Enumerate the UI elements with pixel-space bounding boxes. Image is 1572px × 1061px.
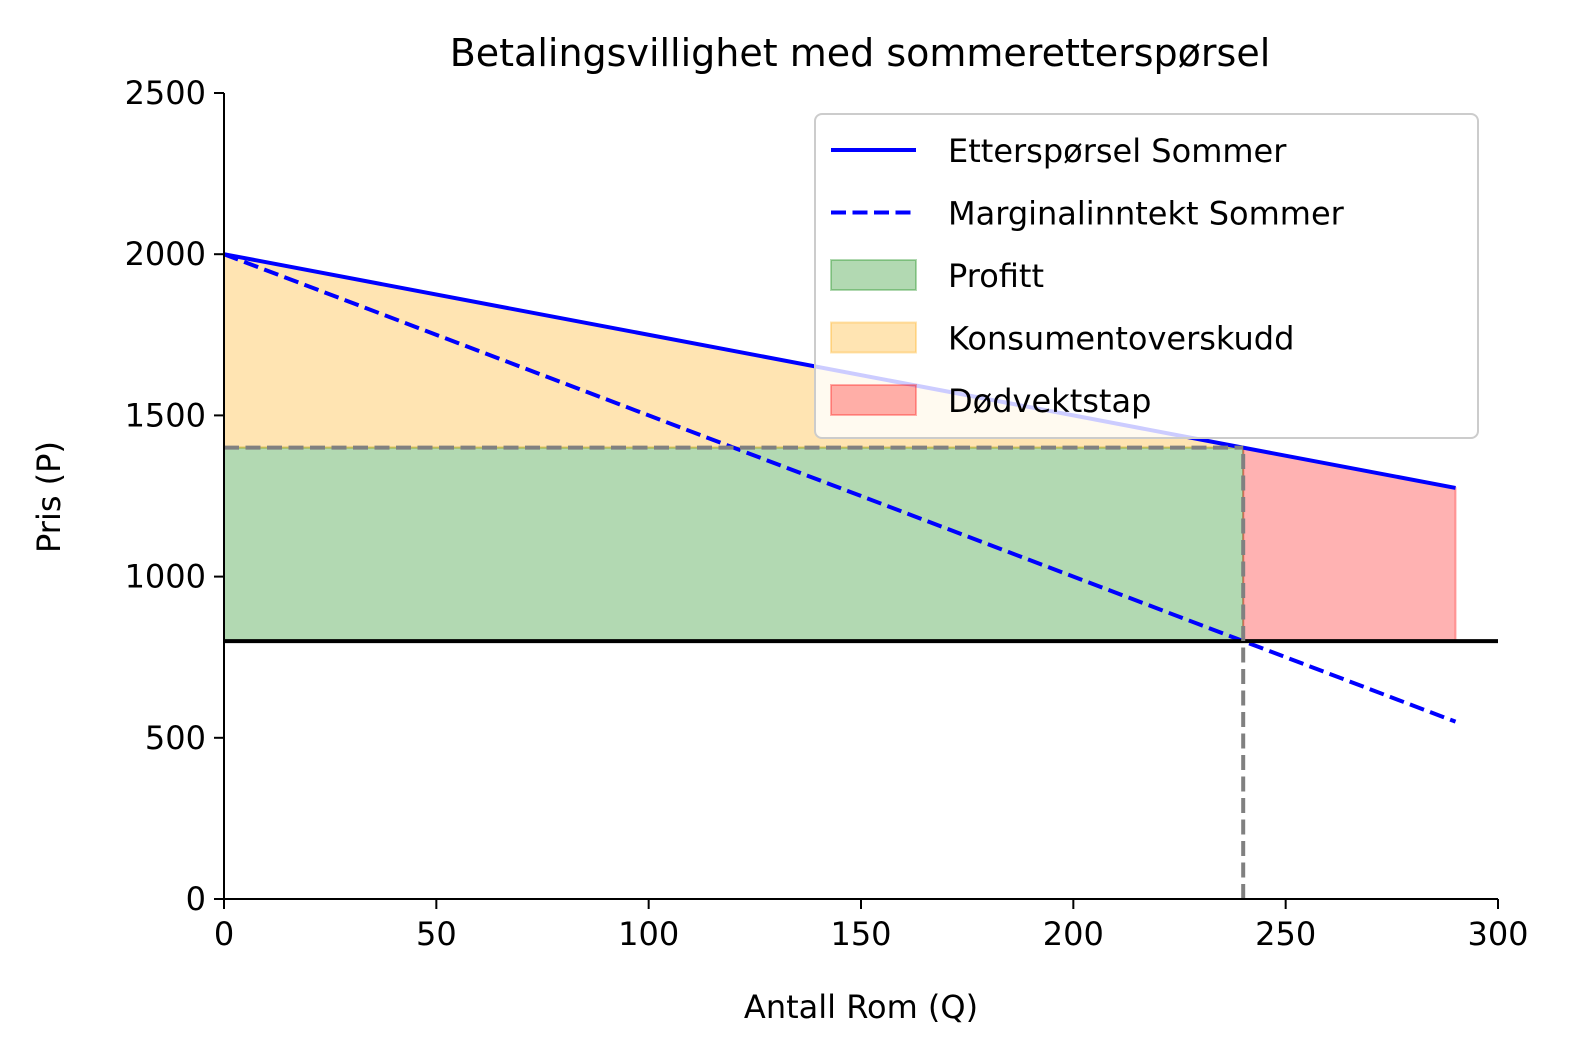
x-tick-label: 0 bbox=[214, 915, 234, 953]
legend-frame bbox=[814, 113, 1479, 439]
plot-area bbox=[223, 252, 1498, 899]
legend-swatch-konsumentoverskudd bbox=[830, 321, 917, 354]
chart-title: Betalingsvillighet med sommeretterspørse… bbox=[450, 31, 1271, 75]
y-axis-label: Pris (P) bbox=[30, 441, 68, 553]
y-tick-label: 1500 bbox=[125, 396, 206, 434]
y-tick-label: 0 bbox=[186, 880, 206, 918]
x-tick-label: 300 bbox=[1467, 915, 1528, 953]
y-tick-label: 2500 bbox=[125, 74, 206, 112]
legend-label-konsumentoverskudd: Konsumentoverskudd bbox=[948, 320, 1294, 358]
axes: 0 50 100 150 200 250 300 0 500 1000 1500 2000 2500 bbox=[125, 74, 1529, 953]
legend: Etterspørsel Sommer Marginalinntekt Somme… bbox=[814, 113, 1479, 439]
area-profitt bbox=[223, 446, 1245, 643]
legend-label-profitt: Profitt bbox=[948, 257, 1044, 295]
x-tick-label: 150 bbox=[830, 915, 891, 953]
y-tick-label: 500 bbox=[145, 719, 206, 757]
y-tick-label: 1000 bbox=[125, 558, 206, 596]
x-tick-label: 50 bbox=[416, 915, 457, 953]
legend-label-ettersporsel-sommer: Etterspørsel Sommer bbox=[948, 132, 1287, 170]
x-tick-label: 100 bbox=[618, 915, 679, 953]
x-tick-label: 200 bbox=[1043, 915, 1104, 953]
area-dodvektstap bbox=[1242, 446, 1457, 643]
legend-swatch-profitt bbox=[830, 259, 917, 291]
legend-label-dodvektstap: Dødvektstap bbox=[948, 382, 1151, 420]
y-tick-label: 2000 bbox=[125, 235, 206, 273]
legend-label-marginalinntekt-sommer: Marginalinntekt Sommer bbox=[948, 195, 1345, 233]
legend-swatch-dodvektstap bbox=[830, 384, 917, 416]
series-line-marginalinntekt-sommer bbox=[223, 252, 1457, 724]
x-axis-label: Antall Rom (Q) bbox=[744, 988, 978, 1026]
x-tick-label: 250 bbox=[1255, 915, 1316, 953]
